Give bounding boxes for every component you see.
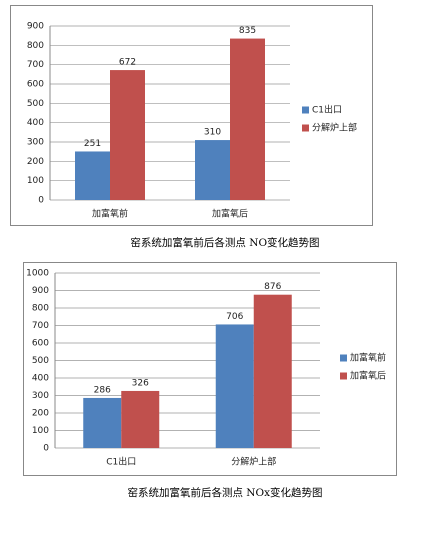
y-tick-label: 100 [32, 426, 49, 436]
value-label: 286 [94, 385, 111, 395]
y-tick-label: 200 [27, 157, 44, 167]
y-tick-label: 800 [32, 304, 49, 314]
y-tick-label: 500 [32, 356, 49, 366]
y-tick-label: 600 [32, 339, 49, 349]
bar [110, 70, 145, 200]
value-label: 706 [226, 312, 243, 322]
value-label: 835 [239, 26, 256, 36]
legend-label: 加富氧后 [350, 370, 386, 382]
y-tick-label: 1000 [26, 269, 49, 279]
bar [215, 324, 254, 448]
chart-frame [10, 5, 373, 226]
legend-label: C1出口 [312, 104, 342, 116]
legend-label: 加富氧前 [350, 352, 386, 364]
legend-label: 分解炉上部 [312, 122, 357, 134]
y-tick-label: 400 [32, 374, 49, 384]
y-tick-label: 400 [27, 118, 44, 128]
x-tick-label: 分解炉上部 [231, 456, 276, 468]
x-tick-label: C1出口 [106, 456, 136, 468]
x-tick-label: 加富氧后 [212, 208, 248, 220]
bar [230, 38, 265, 200]
value-label: 876 [264, 282, 281, 292]
chart-title: 窑系统加富氧前后各测点 NOx变化趋势图 [127, 486, 322, 499]
y-tick-label: 100 [27, 176, 44, 186]
y-tick-label: 0 [38, 196, 44, 206]
legend-swatch [340, 372, 347, 380]
x-tick-label: 加富氧前 [92, 208, 128, 220]
value-label: 251 [84, 139, 101, 149]
bar [121, 390, 160, 448]
bar [75, 151, 110, 200]
legend-swatch [340, 354, 347, 362]
y-tick-label: 700 [27, 60, 44, 70]
y-tick-label: 300 [27, 138, 44, 148]
chart-title: 窑系统加富氧前后各测点 NO变化趋势图 [130, 236, 319, 249]
y-tick-label: 600 [27, 80, 44, 90]
y-tick-label: 700 [32, 321, 49, 331]
bar [83, 397, 122, 448]
value-label: 672 [119, 58, 136, 68]
chart-frame [23, 262, 397, 476]
y-tick-label: 500 [27, 99, 44, 109]
bar [253, 294, 292, 448]
bar [195, 140, 230, 200]
legend-swatch [302, 106, 309, 114]
value-label: 310 [204, 128, 221, 138]
value-label: 326 [132, 378, 149, 388]
y-tick-label: 800 [27, 41, 44, 51]
y-tick-label: 900 [27, 22, 44, 32]
y-tick-label: 200 [32, 409, 49, 419]
legend-swatch [302, 124, 309, 132]
y-tick-label: 300 [32, 391, 49, 401]
y-tick-label: 0 [43, 444, 49, 454]
y-tick-label: 900 [32, 286, 49, 296]
